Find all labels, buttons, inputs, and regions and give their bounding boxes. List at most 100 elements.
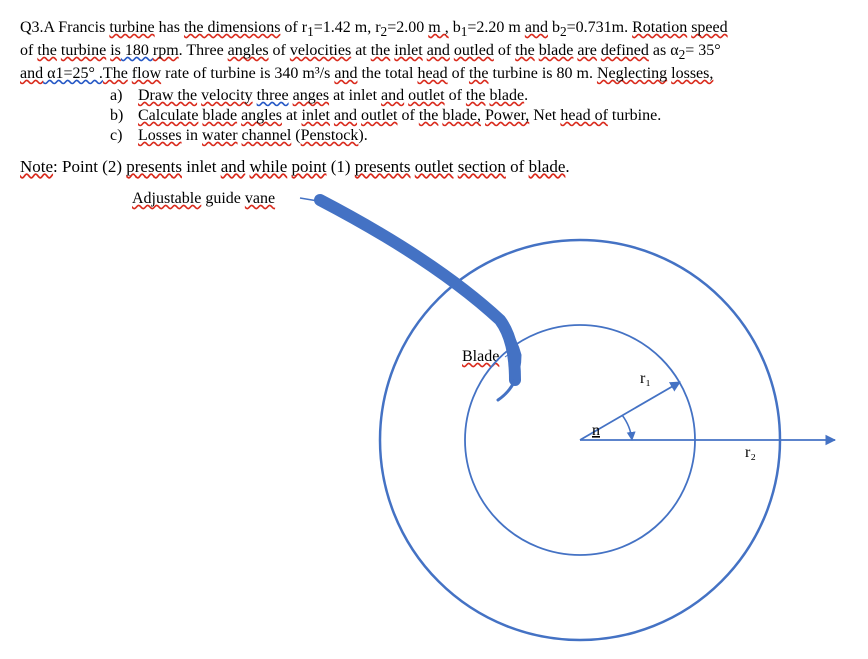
t: section [458, 157, 506, 176]
t: . [565, 157, 569, 176]
t: Draw the [138, 87, 197, 104]
t: . [524, 87, 528, 104]
t: . Three [179, 42, 228, 59]
t: three [257, 87, 289, 104]
t: m , [428, 19, 448, 36]
t: 2 [560, 24, 567, 39]
t: Calculate blade angles at inlet and outl… [138, 106, 661, 126]
t: Calculate [138, 107, 198, 124]
t: blade [539, 42, 574, 59]
t: Losses in water channel (Penstock). [138, 126, 368, 146]
t: Net [529, 107, 560, 124]
t: ( [291, 127, 300, 144]
list-letter: a) [110, 86, 138, 106]
t: of [269, 42, 290, 59]
t: angles [241, 107, 282, 124]
t: Power, [485, 107, 529, 124]
t: and [334, 107, 357, 124]
t: flow [132, 65, 161, 82]
t: is [110, 42, 121, 59]
list-letter: c) [110, 126, 138, 146]
t: 180 [121, 42, 153, 59]
svg-text:n: n [592, 422, 600, 439]
t: the [37, 42, 57, 59]
t: outlet [361, 107, 397, 124]
t: =1.42 m, r [314, 19, 381, 36]
t: b [449, 19, 461, 36]
t: turbine is 80 m. [489, 65, 597, 82]
t: at [282, 107, 302, 124]
t: =0.731m. [567, 19, 632, 36]
t: and [334, 65, 357, 82]
t: defined [601, 42, 649, 59]
t: Losses [138, 127, 182, 144]
t: the [515, 42, 535, 59]
t: turbine [61, 42, 106, 59]
t: as α [649, 42, 679, 59]
note-line: Note: Point (2) presents inlet and while… [20, 156, 848, 177]
t: inlet [302, 107, 330, 124]
t: of [448, 65, 469, 82]
t: Neglecting [597, 65, 667, 82]
t: =2.00 [387, 19, 428, 36]
t: speed [691, 19, 727, 36]
svg-text:r₁: r₁ [640, 370, 651, 387]
t: water [202, 127, 238, 144]
t: rpm [153, 42, 179, 59]
t: and [20, 65, 43, 82]
t: Note [20, 157, 53, 176]
t: the [469, 65, 489, 82]
t: and [525, 19, 548, 36]
t: =2.20 m [467, 19, 524, 36]
t: blade [202, 107, 237, 124]
t: blade [529, 157, 566, 176]
t: inlet [182, 157, 221, 176]
t: channel [242, 127, 292, 144]
t: Penstock [301, 127, 359, 144]
t: presents [126, 157, 182, 176]
t: head [417, 65, 447, 82]
t: turbine. [608, 107, 661, 124]
t: of [445, 87, 466, 104]
t: = 35° [685, 42, 720, 59]
t: Rotation [632, 19, 687, 36]
list-item-b: b) Calculate blade angles at inlet and o… [110, 106, 848, 126]
t: of [506, 157, 529, 176]
t: inlet [394, 42, 422, 59]
t: at [351, 42, 371, 59]
t: the dimensions [184, 19, 280, 36]
t: (1) [326, 157, 354, 176]
t: Draw the velocity three anges at inlet a… [138, 86, 528, 106]
list-letter: b) [110, 106, 138, 126]
t: blade [489, 87, 524, 104]
t: and [381, 87, 404, 104]
t: of r [280, 19, 307, 36]
t: ). [358, 127, 367, 144]
t: velocity [201, 87, 253, 104]
svg-text:r₂: r₂ [745, 444, 756, 461]
question-list: a) Draw the velocity three anges at inle… [110, 86, 848, 146]
t: turbine [109, 19, 154, 36]
t: b [548, 19, 560, 36]
list-item-a: a) Draw the velocity three anges at inle… [110, 86, 848, 106]
t: in [182, 127, 202, 144]
t: losses, [671, 65, 713, 82]
t: and [221, 157, 246, 176]
t: presents [355, 157, 411, 176]
t: 1 [307, 24, 314, 39]
t: of [20, 42, 37, 59]
t: rate of turbine is 340 m³/s [161, 65, 334, 82]
t: the total [357, 65, 417, 82]
t: outled [454, 42, 494, 59]
t: velocities [290, 42, 351, 59]
t: anges [293, 87, 329, 104]
t: point [292, 157, 327, 176]
t: angles [228, 42, 269, 59]
t: has [155, 19, 184, 36]
t: head of [560, 107, 608, 124]
turbine-diagram: r₁ r₂ n [20, 185, 850, 655]
t: are [577, 42, 597, 59]
t: the [466, 87, 486, 104]
t: The [103, 65, 128, 82]
t: Q3.A Francis [20, 19, 109, 36]
